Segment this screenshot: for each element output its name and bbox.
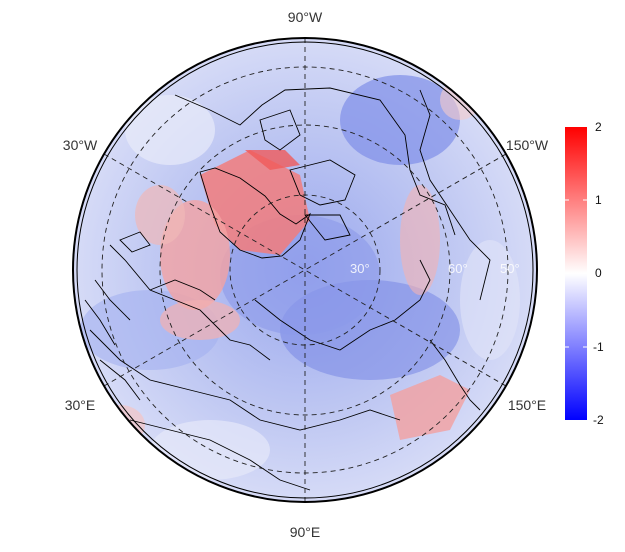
siberia-coast xyxy=(254,259,431,351)
arctic-archipelago-coast xyxy=(259,109,356,241)
europe-coast xyxy=(109,244,271,361)
europe-borders xyxy=(84,279,141,401)
north-america-coast xyxy=(174,87,456,236)
map-border xyxy=(72,37,538,503)
lon-label-upper-left: 30°W xyxy=(63,137,98,153)
lon-label-lower-left: 30°E xyxy=(65,397,96,413)
lon-label-top: 90°W xyxy=(288,9,323,25)
colorbar: 2 1 0 -1 -2 xyxy=(565,120,604,427)
colorbar-label-0: 0 xyxy=(595,266,602,280)
lon-label-bottom: 90°E xyxy=(290,524,321,540)
colorbar-label-neg1: -1 xyxy=(593,340,604,354)
lon-label-lower-right: 150°E xyxy=(508,397,546,413)
colorbar-label-1: 1 xyxy=(595,193,602,207)
scandinavia-coast xyxy=(149,279,216,301)
colorbar-label-2: 2 xyxy=(595,120,602,134)
alaska-coast xyxy=(419,89,491,301)
asia-borders xyxy=(89,329,401,491)
lat-label-inner: 30° xyxy=(350,261,370,276)
colorbar-label-neg2: -2 xyxy=(593,413,604,427)
graticule xyxy=(101,38,509,502)
kamchatka-coast xyxy=(429,339,481,411)
colorbar-gradient xyxy=(565,127,587,420)
coastlines xyxy=(84,87,491,491)
latitude-circle-middle xyxy=(159,124,451,416)
lat-label-outer: 50° xyxy=(500,261,520,276)
lon-label-upper-right: 150°W xyxy=(506,137,549,153)
lat-label-middle: 60° xyxy=(448,261,468,276)
map-border-inner xyxy=(76,41,534,499)
iceland-coast xyxy=(119,231,151,253)
